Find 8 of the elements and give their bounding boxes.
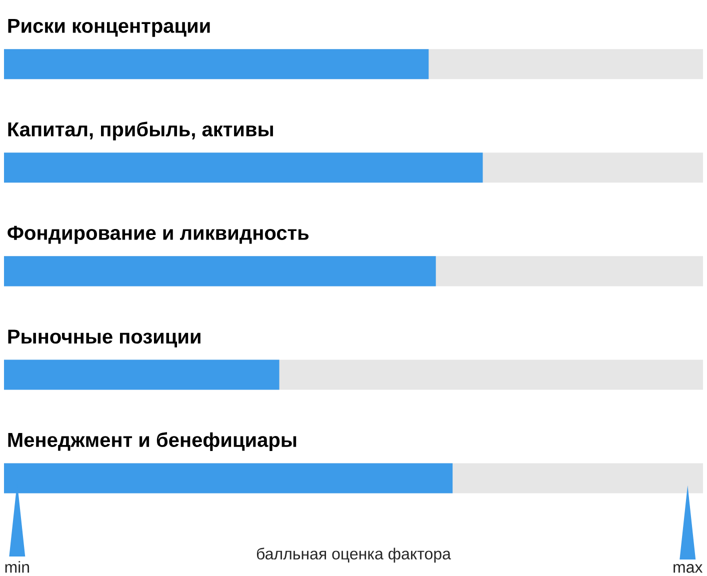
text: max xyxy=(674,564,703,573)
y-tick-label: Рыночные позиции xyxy=(8,330,200,348)
y-tick-label: Фондирование и ликвидность xyxy=(8,226,309,244)
y-tick-label: Менеджмент и бенефициары xyxy=(8,432,296,451)
x-axis-title: балльная оценка фактора xyxy=(256,548,451,563)
y-tick-label: Риски концентрации xyxy=(8,18,210,37)
y-tick-label: Капитал, прибыль, активы xyxy=(8,122,273,140)
text: min xyxy=(5,561,30,573)
